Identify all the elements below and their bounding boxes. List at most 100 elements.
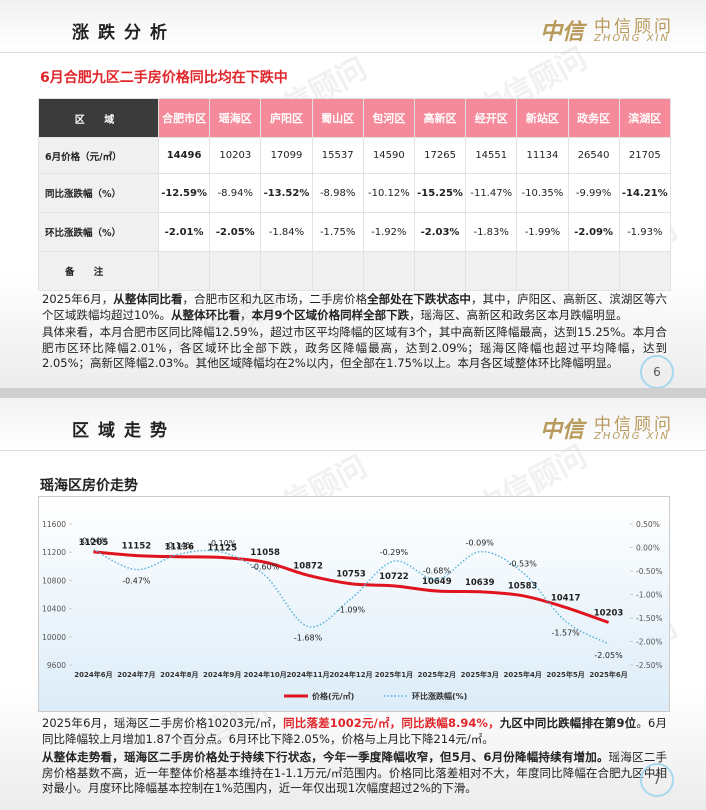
data-label: -0.68% [423, 566, 452, 575]
subtitle: 6月合肥九区二手房价格同比均在下跌中 [40, 70, 288, 86]
table-cell [157, 251, 211, 291]
table-cell: -14.21% [618, 173, 671, 213]
y-tick-label: 10400 [42, 605, 66, 614]
y-tick-label: 10000 [42, 633, 66, 642]
text-run: ，其中，庐阳区、高新区、滨湖区等六个区域跌幅均超过10%。 [42, 292, 668, 322]
x-tick-label: 2025年4月 [504, 670, 542, 679]
table-cell: -15.25% [413, 173, 467, 213]
table-cell: -1.99% [516, 212, 569, 252]
table-cell [413, 251, 467, 291]
text-run: 瑶海区二手房价格基数不高，近一年整体价格基本维持在1-1.1万元/㎡范围内。价格… [42, 750, 668, 795]
table-cell: -1.93% [618, 212, 671, 252]
y-tick-label: 11600 [42, 520, 66, 529]
text-run: ， [240, 307, 252, 322]
header-cell: 新站区 [516, 98, 569, 138]
data-label: 11136 [165, 543, 195, 553]
table-row: 环比涨跌幅（%） -2.01% -2.05% -1.84% -1.75% -1.92% -2… [38, 212, 671, 252]
data-label: 10639 [465, 578, 495, 588]
table-row: 备 注 [38, 251, 671, 291]
table-cell [516, 251, 569, 291]
header-cell: 瑶海区 [209, 98, 262, 138]
table-cell [209, 251, 262, 291]
data-label: 11152 [122, 542, 152, 552]
text-run: 全部处在下跌状态中 [367, 292, 471, 306]
data-label: -0.04% [79, 536, 108, 545]
text-run: 。6月同比降幅较上月增加1.87个百分点。6月环比下降2.05%，价格与上月比下… [42, 716, 667, 746]
table-cell: 21705 [618, 137, 671, 174]
data-label: 11205 [79, 538, 109, 548]
table-cell: -2.01% [157, 212, 211, 252]
text-run: 从整体走势看，瑶海区二手房价格处于持续下行状态，今年一季度降幅收窄，但5月、6月… [42, 750, 609, 764]
data-table: 区 域合肥市区 瑶海区 庐阳区 蜀山区 包河区 高新区 经开区 新站区 政务区 滨湖区 6月价格（元… [38, 98, 671, 291]
chart: 9600 10000 10400 10800 11200 11600 0.50% 0.00% -… [38, 496, 670, 712]
header-cell: 包河区 [362, 98, 415, 138]
row-label: 环比涨跌幅（%） [38, 212, 159, 252]
table-cell: -2.09% [567, 212, 620, 252]
table-cell: -1.92% [362, 212, 415, 252]
data-label: 10753 [336, 570, 366, 580]
header-band [0, 0, 706, 53]
x-tick-label: 2025年6月 [589, 670, 627, 679]
table-cell: 14551 [465, 137, 518, 174]
slide: 中信顾问中信顾问中信顾问中信顾问中信顾问中信顾问涨跌分析中信中信顾问ZHONG … [0, 0, 706, 388]
data-label: -0.09% [466, 539, 495, 548]
data-label: -1.68% [294, 633, 323, 642]
data-label: 11125 [207, 543, 237, 553]
table-cell: -1.84% [260, 212, 313, 252]
text-run: ，瑶海区、高新区和政务区本月跌幅明显。 [409, 307, 628, 322]
text-run: 从整体环比看 [171, 307, 241, 322]
data-label: -0.53% [509, 559, 538, 568]
paragraph: 具体来看，本月合肥市区同比降幅12.59%，超过市区平均降幅的区域有3个，其中高… [42, 325, 667, 372]
table-row: 6月价格（元/㎡） 14496 10203 17099 15537 14590 17265 1… [38, 137, 671, 174]
header-cell: 政务区 [567, 98, 620, 138]
data-label: -1.57% [551, 628, 580, 637]
slide: 中信顾问中信顾问中信顾问中信顾问中信顾问中信顾问区域走势中信中信顾问ZHONG … [0, 398, 706, 810]
logo-mark: 中信 [540, 418, 585, 443]
header-cell: 合肥市区 [157, 98, 211, 138]
table-cell [260, 251, 313, 291]
header-cell: 高新区 [413, 98, 467, 138]
header-cell: 滨湖区 [618, 98, 671, 138]
x-tick-label: 2024年10月 [244, 670, 287, 679]
header-cell: 经开区 [465, 98, 518, 138]
page-number: 6 [640, 355, 674, 388]
x-tick-label: 2025年3月 [461, 670, 499, 679]
text-run: 2025年6月，瑶海区二手房价格10203元/㎡， [42, 716, 284, 730]
y-tick-label: 9600 [47, 661, 66, 670]
x-tick-label: 2024年9月 [203, 670, 241, 679]
table-cell: -9.99% [567, 173, 620, 213]
text-run: 从整体同比看 [113, 292, 183, 306]
table-cell: -1.75% [311, 212, 364, 252]
x-tick-label: 2024年7月 [117, 670, 155, 679]
header-band [0, 398, 706, 451]
data-label: -0.47% [122, 577, 151, 586]
data-label: 11058 [250, 548, 280, 558]
table-cell: 14496 [157, 137, 211, 174]
data-label: -2.05% [594, 651, 623, 660]
series-line [93, 550, 610, 624]
table-cell [618, 251, 671, 291]
table-cell: -13.52% [260, 173, 313, 213]
table-cell: 10203 [209, 137, 262, 174]
x-tick-label: 2024年6月 [74, 670, 112, 679]
x-tick-label: 2025年1月 [375, 670, 413, 679]
data-label: 10722 [379, 572, 409, 582]
paragraph: 2025年6月，瑶海区二手房价格10203元/㎡，同比落差1002元/㎡，同比跌… [42, 716, 667, 747]
row-label: 6月价格（元/㎡） [38, 137, 159, 174]
table-cell: -10.12% [362, 173, 415, 213]
table-row: 同比涨跌幅（%） -12.59% -8.94% -13.52% -8.98% -10.12… [38, 173, 671, 213]
x-tick-label: 2025年2月 [418, 670, 456, 679]
y-tick-label: 11200 [42, 548, 66, 557]
data-label: 10583 [508, 582, 538, 592]
table-cell: -1.83% [465, 212, 518, 252]
table-cell: -8.98% [311, 173, 364, 213]
legend-label: 价格(元/㎡) [312, 691, 354, 701]
subtitle: 瑶海区房价走势 [40, 478, 138, 494]
row-label: 同比涨跌幅（%） [38, 173, 159, 213]
y2-tick-label: -2.00% [636, 638, 663, 647]
table-cell: -2.05% [209, 212, 262, 252]
header-row: 区 域合肥市区 瑶海区 庐阳区 蜀山区 包河区 高新区 经开区 新站区 政务区 滨湖区 [38, 98, 671, 138]
logo-latin: ZHONG XIN [594, 33, 670, 44]
data-label: 10203 [594, 608, 624, 618]
x-tick-label: 2025年5月 [546, 670, 584, 679]
